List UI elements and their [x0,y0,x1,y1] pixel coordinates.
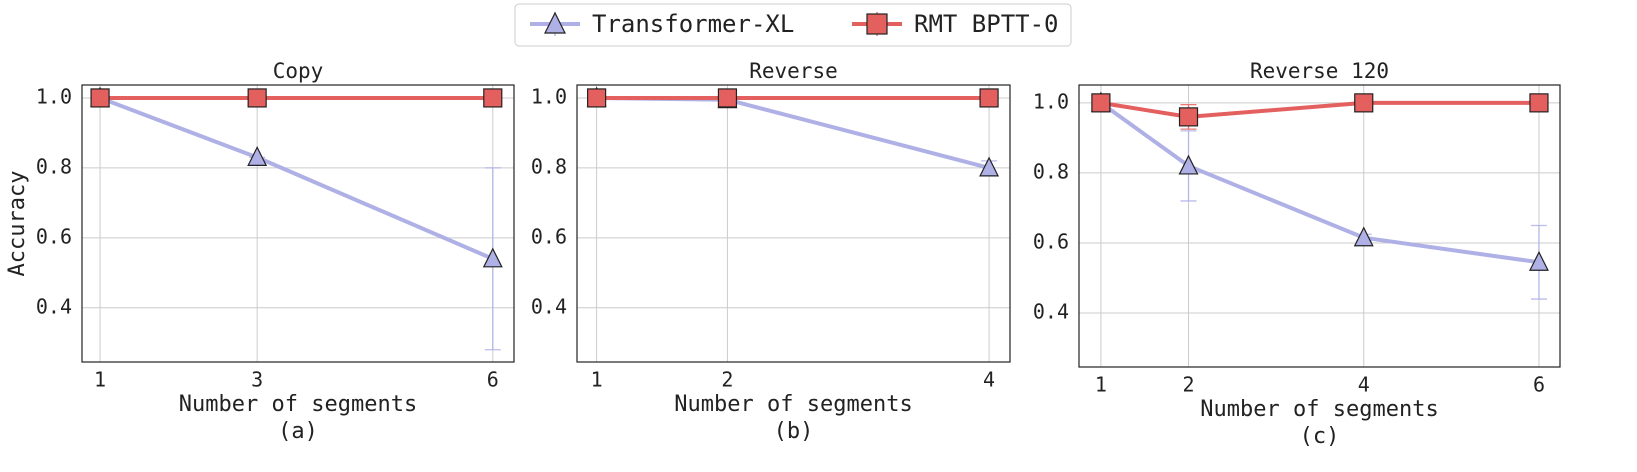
legend-box [514,3,1072,47]
y-tick-label: 0.6 [531,224,567,248]
y-tick-label: 0.4 [531,294,567,318]
chart-title: Reverse 120 [1250,59,1389,83]
axes-frame [1078,84,1561,368]
marker [247,146,268,166]
y-tick-label: 0.4 [1033,300,1069,324]
x-axis-label: Number of segments [179,392,417,417]
marker [482,247,503,268]
y-tick-label: 0.6 [36,224,72,248]
marker [717,88,738,108]
marker [1354,93,1374,113]
marker [90,88,110,108]
plot-area [577,85,1010,362]
x-tick-label: 3 [251,368,263,392]
caption: (c) [1300,424,1340,449]
x-tick-label: 4 [983,368,995,392]
y-tick-label: 0.8 [1033,159,1069,183]
y-axis-label: Accuracy [5,171,30,277]
legend-marker [544,11,566,34]
y-tick-label: 0.8 [36,154,72,178]
marker [247,88,267,108]
chart-title: Copy [273,59,324,83]
legend-label: RMT BPTT-0 [914,10,1059,38]
y-tick-label: 1.0 [36,84,72,108]
x-tick-label: 6 [1533,373,1545,397]
marker [587,88,607,108]
marker [1529,93,1549,113]
series-line [1100,100,1539,119]
legend-marker [866,13,888,35]
y-tick-label: 1.0 [1033,89,1069,113]
x-axis-label: Number of segments [1200,397,1438,422]
marker [483,88,503,108]
plot-area [82,85,514,362]
y-tick-label: 0.8 [531,154,567,178]
axes-frame [576,84,1011,363]
marker [1353,226,1374,247]
marker [1529,250,1549,271]
chart-title: Reverse [749,59,838,83]
caption: (a) [278,419,318,444]
axes-frame [81,84,515,363]
y-tick-label: 0.6 [1033,229,1069,253]
x-tick-label: 1 [94,368,106,392]
marker [979,88,999,108]
y-tick-label: 1.0 [531,84,567,108]
x-tick-label: 2 [1182,373,1194,397]
y-tick-label: 0.4 [36,294,72,318]
x-tick-label: 1 [591,368,603,392]
x-tick-label: 2 [721,368,733,392]
x-tick-label: 6 [487,368,499,392]
marker [979,156,1000,177]
marker [1178,154,1199,175]
marker [1091,93,1111,113]
x-tick-label: 4 [1358,373,1370,397]
x-tick-label: 1 [1095,373,1107,397]
plot-area [1079,85,1560,367]
marker [1178,107,1199,127]
x-axis-label: Number of segments [674,392,912,417]
legend-label: Transformer-XL [592,10,794,38]
series-line [1099,101,1540,265]
caption: (b) [774,419,814,444]
